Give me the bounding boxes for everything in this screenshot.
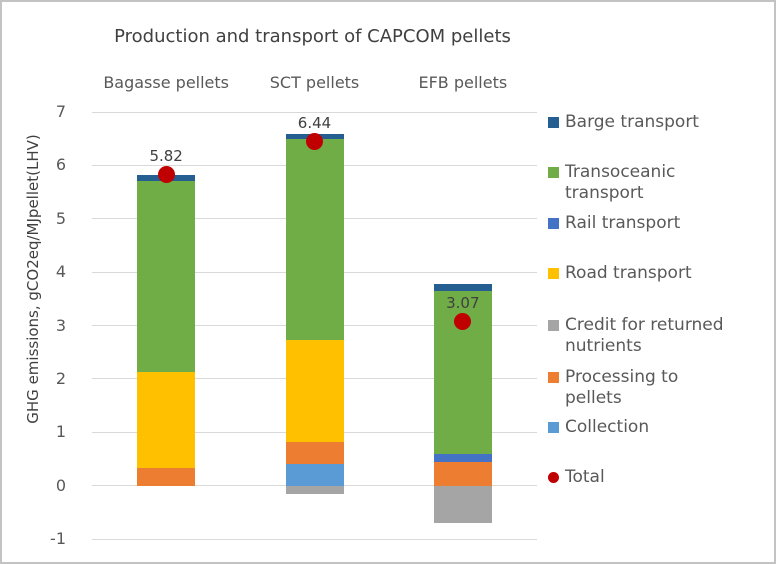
legend-color-swatch-icon bbox=[548, 422, 559, 433]
bar-segment-processing-to-pellets bbox=[285, 442, 344, 465]
bar-segment-collection bbox=[285, 464, 344, 486]
bar-segment-transoceanic-transport bbox=[137, 181, 196, 373]
bar-segment-transoceanic-transport bbox=[285, 138, 344, 341]
legend-label: Rail transport bbox=[565, 213, 681, 233]
y-tick-label: 7 bbox=[55, 102, 66, 121]
legend-item-rail-transport: Rail transport bbox=[548, 213, 680, 234]
bar-segment-processing-to-pellets bbox=[137, 468, 196, 486]
total-data-label: 6.44 bbox=[297, 113, 332, 132]
total-marker bbox=[306, 133, 323, 151]
gridline bbox=[92, 111, 537, 113]
legend-label: Total bbox=[565, 467, 605, 487]
legend-item-processing-to-pellets: Processing to pellets bbox=[548, 367, 678, 409]
bar-segment-road-transport bbox=[137, 372, 196, 468]
legend-label: Processing to pellets bbox=[565, 367, 679, 408]
legend-item-credit-for-returned-nutrients: Credit for returned nutrients bbox=[548, 315, 724, 357]
category-label: SCT pellets bbox=[269, 73, 360, 92]
legend-total-dot-icon bbox=[548, 472, 559, 483]
y-tick-label: -1 bbox=[50, 529, 66, 548]
y-tick-label: 6 bbox=[55, 155, 66, 175]
bar-segment-rail-transport bbox=[433, 453, 492, 462]
legend-color-swatch-icon bbox=[548, 372, 559, 383]
y-tick-label: 4 bbox=[55, 262, 66, 282]
y-tick-label: 3 bbox=[55, 315, 66, 335]
legend-label: Collection bbox=[565, 417, 650, 437]
legend-item-barge-transport: Barge transport bbox=[548, 112, 699, 133]
y-tick-label: 1 bbox=[55, 422, 66, 442]
legend-color-swatch-icon bbox=[548, 268, 559, 279]
legend-label: Transoceanic transport bbox=[565, 162, 676, 203]
legend-label: Road transport bbox=[565, 263, 692, 283]
total-data-label: 3.07 bbox=[446, 293, 480, 312]
gridline bbox=[92, 538, 537, 540]
legend-item-road-transport: Road transport bbox=[548, 263, 692, 284]
legend-item-transoceanic-transport: Transoceanic transport bbox=[548, 162, 675, 204]
bar-segment-road-transport bbox=[285, 340, 344, 443]
legend-item-collection: Collection bbox=[548, 417, 649, 438]
y-tick-label: 5 bbox=[55, 208, 66, 228]
legend-color-swatch-icon bbox=[548, 320, 559, 331]
legend-color-swatch-icon bbox=[548, 218, 559, 229]
total-marker bbox=[454, 313, 472, 331]
bar-segment-processing-to-pellets bbox=[433, 461, 492, 486]
bar-segment-credit-for-returned-nutrients bbox=[433, 485, 492, 523]
legend-color-swatch-icon bbox=[548, 167, 559, 178]
legend: Barge transport Transoceanic transport Rail… bbox=[542, 2, 774, 562]
total-marker bbox=[157, 166, 175, 184]
legend-label: Barge transport bbox=[565, 112, 699, 132]
bar-segment-barge-transport bbox=[433, 284, 492, 291]
chart-title: Production and transport of CAPCOM pelle… bbox=[114, 26, 511, 47]
total-data-label: 5.82 bbox=[149, 146, 183, 165]
plot-area: 5.82 6.44 3.07 bbox=[92, 111, 537, 540]
legend-item-total: Total bbox=[548, 467, 605, 488]
y-tick-label: 2 bbox=[55, 368, 66, 388]
y-tick-label: 0 bbox=[55, 475, 66, 495]
bar-segment-credit-for-returned-nutrients bbox=[285, 485, 344, 494]
legend-color-swatch-icon bbox=[548, 117, 559, 128]
category-label: Bagasse pellets bbox=[103, 73, 229, 92]
legend-label: Credit for returned nutrients bbox=[565, 315, 724, 356]
category-label: EFB pellets bbox=[418, 73, 508, 92]
